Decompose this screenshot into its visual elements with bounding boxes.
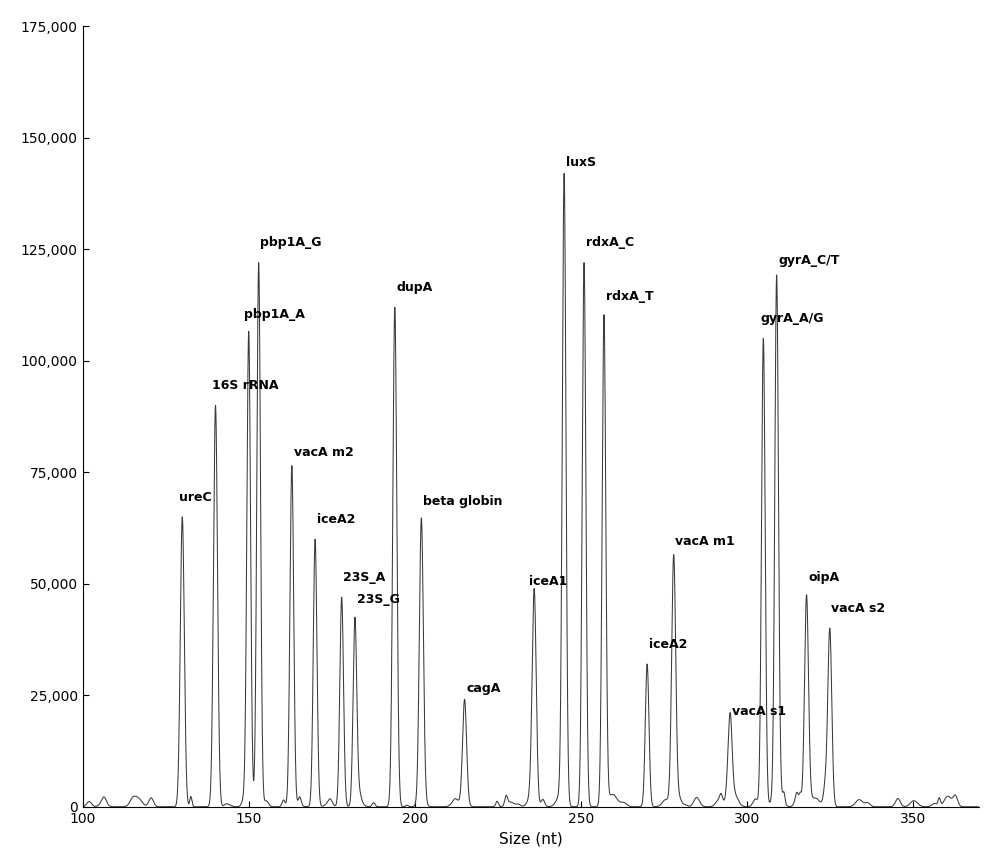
Text: rdxA_C: rdxA_C (586, 237, 634, 250)
Text: pbp1A_G: pbp1A_G (260, 237, 322, 250)
Text: pbp1A_A: pbp1A_A (244, 308, 305, 321)
Text: dupA: dupA (396, 281, 433, 294)
Text: iceA1: iceA1 (529, 575, 568, 588)
Text: beta globin: beta globin (423, 495, 503, 508)
Text: 23S_A: 23S_A (343, 570, 386, 583)
Text: vacA s1: vacA s1 (732, 705, 786, 718)
Text: gyrA_C/T: gyrA_C/T (778, 254, 840, 267)
Text: oipA: oipA (808, 570, 839, 583)
Text: vacA m2: vacA m2 (294, 446, 353, 459)
Text: 23S_G: 23S_G (357, 593, 399, 606)
Text: rdxA_T: rdxA_T (606, 290, 653, 303)
Text: gyrA_A/G: gyrA_A/G (760, 312, 824, 325)
Text: ureC: ureC (179, 491, 212, 504)
Text: luxS: luxS (566, 156, 596, 169)
Text: 16S rRNA: 16S rRNA (212, 379, 279, 392)
X-axis label: Size (nt): Size (nt) (499, 831, 563, 846)
Text: iceA2: iceA2 (317, 512, 355, 525)
Text: cagA: cagA (466, 682, 501, 695)
Text: vacA m1: vacA m1 (675, 535, 735, 548)
Text: iceA2: iceA2 (649, 637, 687, 650)
Text: vacA s2: vacA s2 (831, 602, 886, 615)
